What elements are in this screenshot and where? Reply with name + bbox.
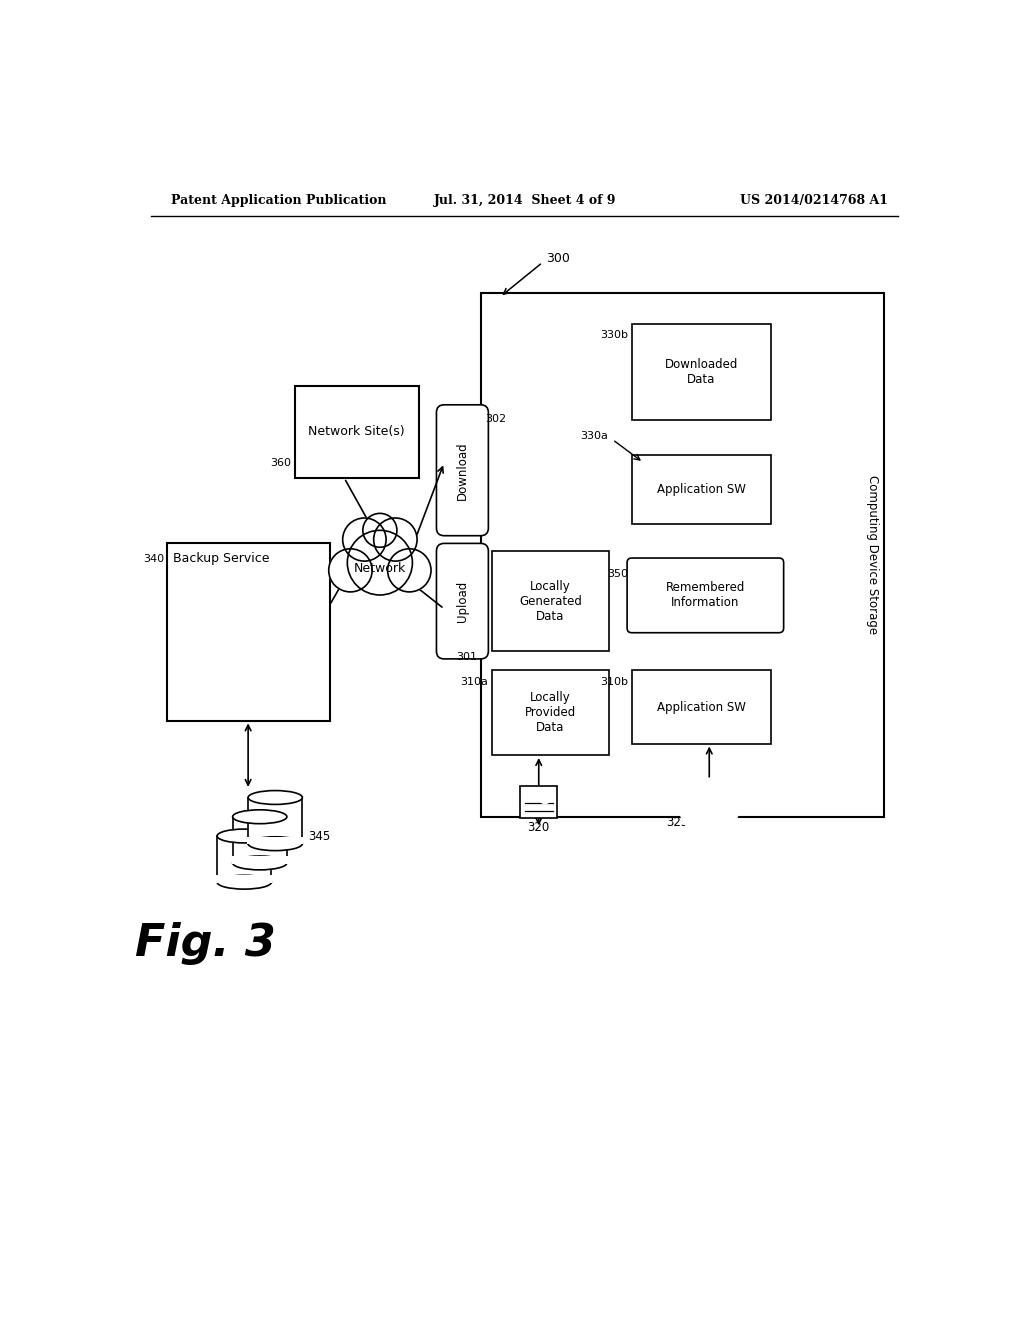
- Text: Download: Download: [456, 441, 469, 499]
- Text: 340: 340: [143, 554, 165, 564]
- Text: 310a: 310a: [461, 677, 488, 686]
- Bar: [167, 544, 330, 721]
- Text: 320: 320: [527, 821, 549, 834]
- Ellipse shape: [248, 791, 302, 804]
- Bar: [216, 875, 272, 883]
- FancyBboxPatch shape: [436, 405, 488, 536]
- Text: Locally
Generated
Data: Locally Generated Data: [519, 579, 582, 623]
- Text: Jul. 31, 2014  Sheet 4 of 9: Jul. 31, 2014 Sheet 4 of 9: [434, 194, 616, 207]
- Bar: [632, 455, 771, 524]
- Bar: [480, 293, 884, 817]
- Text: 310b: 310b: [600, 677, 628, 686]
- Text: Downloaded
Data: Downloaded Data: [665, 358, 738, 385]
- Text: 301: 301: [457, 652, 477, 663]
- Text: Fig. 3: Fig. 3: [135, 923, 275, 965]
- Text: 302: 302: [485, 413, 507, 424]
- Text: Application SW: Application SW: [657, 483, 745, 496]
- Circle shape: [347, 531, 413, 595]
- Bar: [232, 817, 287, 863]
- Bar: [248, 837, 303, 845]
- Bar: [493, 671, 608, 755]
- Bar: [493, 552, 608, 651]
- Ellipse shape: [232, 857, 287, 870]
- Text: Network: Network: [353, 562, 406, 576]
- Text: 310c: 310c: [461, 557, 488, 568]
- Text: 350: 350: [607, 569, 628, 579]
- Ellipse shape: [232, 810, 287, 824]
- Bar: [632, 671, 771, 743]
- Text: Backup Service: Backup Service: [173, 552, 269, 565]
- Text: US 2014/0214768 A1: US 2014/0214768 A1: [740, 194, 888, 207]
- Text: Locally
Provided
Data: Locally Provided Data: [524, 692, 575, 734]
- Ellipse shape: [248, 837, 302, 850]
- Text: 345: 345: [308, 829, 330, 842]
- Bar: [295, 385, 419, 478]
- Bar: [248, 797, 302, 843]
- FancyBboxPatch shape: [436, 544, 488, 659]
- Text: 330b: 330b: [600, 330, 628, 341]
- Circle shape: [329, 549, 372, 591]
- Circle shape: [374, 517, 417, 561]
- Bar: [632, 323, 771, 420]
- Ellipse shape: [217, 875, 271, 890]
- Bar: [217, 836, 271, 882]
- Circle shape: [362, 513, 397, 548]
- Circle shape: [343, 517, 386, 561]
- Text: Network Site(s): Network Site(s): [308, 425, 404, 438]
- Ellipse shape: [217, 829, 271, 843]
- Circle shape: [680, 779, 738, 837]
- Text: 360: 360: [269, 458, 291, 467]
- Circle shape: [539, 792, 551, 804]
- Text: 330a: 330a: [581, 430, 608, 441]
- Text: Application SW: Application SW: [657, 701, 745, 714]
- Text: Computing Device Storage: Computing Device Storage: [866, 475, 880, 635]
- FancyBboxPatch shape: [627, 558, 783, 632]
- Text: Remembered
Information: Remembered Information: [666, 581, 745, 610]
- Circle shape: [388, 549, 431, 591]
- FancyBboxPatch shape: [520, 785, 557, 818]
- Circle shape: [701, 800, 717, 816]
- Text: 300: 300: [547, 252, 570, 265]
- Text: Upload: Upload: [456, 581, 469, 622]
- Text: 325: 325: [667, 816, 689, 829]
- Text: Patent Application Publication: Patent Application Publication: [171, 194, 386, 207]
- Bar: [231, 857, 288, 863]
